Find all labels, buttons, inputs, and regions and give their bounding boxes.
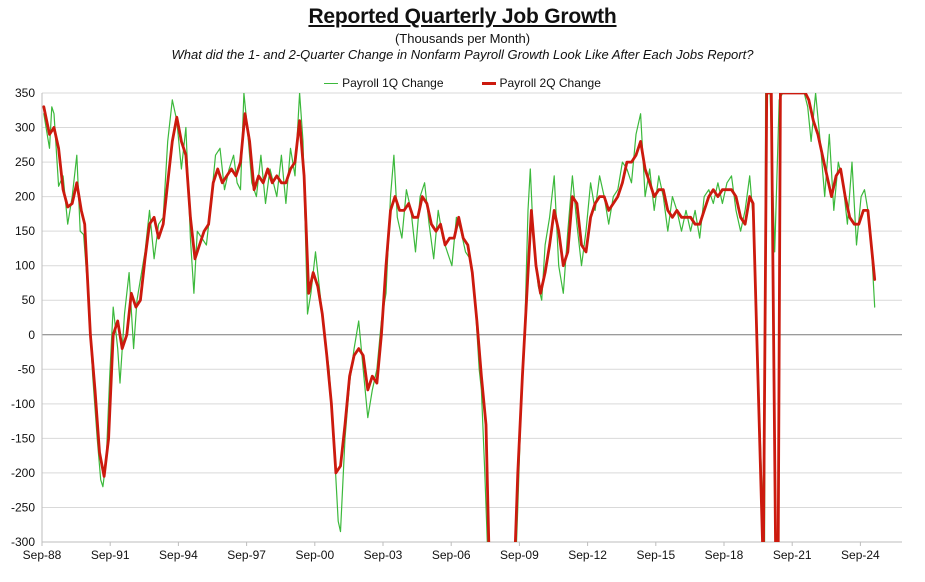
x-tick-label: Sep-06 [432, 548, 471, 562]
y-tick-label: -50 [18, 362, 36, 376]
x-tick-label: Sep-88 [23, 548, 62, 562]
x-tick-label: Sep-91 [91, 548, 130, 562]
y-tick-label: -100 [11, 397, 35, 411]
x-tick-label: Sep-12 [568, 548, 607, 562]
legend-item-2q: Payroll 2Q Change [481, 76, 601, 90]
chart-legend: Payroll 1Q Change Payroll 2Q Change [0, 76, 925, 90]
y-tick-label: -300 [11, 535, 35, 549]
x-tick-label: Sep-03 [364, 548, 403, 562]
legend-label-2q: Payroll 2Q Change [499, 76, 601, 90]
y-tick-label: 0 [28, 328, 35, 342]
legend-swatch-2q [481, 81, 496, 85]
x-tick-label: Sep-24 [841, 548, 880, 562]
y-tick-label: -150 [11, 431, 35, 445]
legend-label-1q: Payroll 1Q Change [342, 76, 444, 90]
legend-item-1q: Payroll 1Q Change [324, 76, 444, 90]
legend-swatch-1q [324, 82, 339, 84]
chart-title: Reported Quarterly Job Growth [308, 5, 617, 28]
y-tick-label: -250 [11, 500, 35, 514]
y-tick-label: 100 [15, 259, 35, 273]
chart-header: Reported Quarterly Job Growth (Thousands… [0, 4, 925, 63]
x-tick-label: Sep-15 [636, 548, 675, 562]
x-tick-label: Sep-09 [500, 548, 539, 562]
series-line-1q [43, 93, 876, 542]
series-line-2q [42, 93, 877, 542]
y-tick-label: 250 [15, 155, 35, 169]
y-tick-label: 150 [15, 224, 35, 238]
x-tick-label: Sep-18 [705, 548, 744, 562]
y-tick-label: 50 [22, 293, 36, 307]
chart-subtitle-question: What did the 1- and 2-Quarter Change in … [171, 47, 754, 62]
y-tick-label: 350 [15, 86, 35, 100]
x-tick-label: Sep-94 [159, 548, 198, 562]
y-tick-label: -200 [11, 466, 35, 480]
chart-subtitle: (Thousands per Month) [394, 31, 531, 46]
x-tick-label: Sep-00 [295, 548, 334, 562]
y-tick-label: 300 [15, 121, 35, 135]
y-tick-label: 200 [15, 190, 35, 204]
x-tick-label: Sep-97 [227, 548, 266, 562]
x-tick-label: Sep-21 [773, 548, 812, 562]
